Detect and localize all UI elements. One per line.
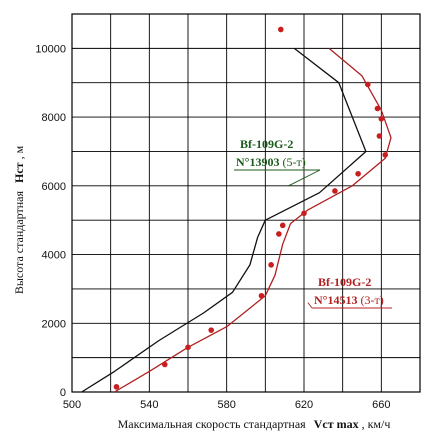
- y-axis-title: Высота стандартная Hст , м: [12, 145, 26, 294]
- y-tick-label: 0: [60, 387, 66, 399]
- x-axis-title: Максимальная скорость стандартная Vст ma…: [118, 417, 391, 431]
- data-point: [268, 262, 274, 268]
- x-tick-label: 580: [217, 399, 235, 411]
- y-tick-label: 10000: [35, 43, 66, 55]
- annotation-serial: N°14513 (3-т): [314, 293, 384, 307]
- annotation-model: Bf-109G-2: [240, 137, 293, 151]
- data-point: [374, 105, 381, 112]
- y-tick-label: 4000: [42, 250, 66, 262]
- x-axis-title-unit: , км/ч: [362, 417, 391, 431]
- annotation-2: Bf-109G-2 N°14513 (3-т): [307, 275, 392, 309]
- annotation-leader: [307, 302, 313, 309]
- y-axis-title-unit: , м: [12, 145, 26, 159]
- series-line-2: [114, 47, 392, 393]
- annotation-leader: [288, 169, 321, 187]
- data-point: [278, 26, 284, 33]
- annotation-note: (5-т): [282, 155, 305, 169]
- data-point: [378, 116, 385, 122]
- data-point: [332, 188, 338, 194]
- annotation-note: (3-т): [360, 293, 383, 307]
- data-point: [276, 231, 282, 237]
- y-axis-title-prefix: Высота стандартная: [12, 190, 26, 294]
- x-tick-label: 500: [63, 399, 81, 411]
- x-tick-label: 620: [295, 399, 313, 411]
- chart-grid: [72, 14, 420, 392]
- series-layer: [81, 47, 392, 393]
- data-point: [208, 327, 214, 333]
- annotations-layer: Bf-109G-2 N°13903 (5-т) Bf-109G-2 N°14513 (…: [234, 137, 392, 309]
- series-line-1: [81, 47, 367, 393]
- y-tick-label: 2000: [42, 318, 66, 330]
- points-layer: [113, 26, 389, 390]
- data-point: [365, 81, 371, 88]
- y-axis-title-symbol: Hст: [12, 162, 26, 183]
- annotation-1: Bf-109G-2 N°13903 (5-т): [234, 137, 321, 187]
- data-point: [113, 384, 120, 390]
- plot-frame: [71, 13, 421, 393]
- data-point: [258, 292, 265, 299]
- y-tick-label: 6000: [42, 181, 66, 193]
- data-point: [279, 222, 286, 229]
- annotation-serial: N°13903 (5-т): [236, 155, 306, 169]
- data-point: [162, 361, 168, 368]
- x-tick-label: 540: [140, 399, 158, 411]
- x-axis-title-prefix: Максимальная скорость стандартная: [118, 417, 307, 431]
- data-point: [355, 170, 361, 177]
- annotation-model: Bf-109G-2: [318, 275, 371, 289]
- data-point: [301, 210, 307, 217]
- data-point: [185, 344, 191, 351]
- x-axis-title-symbol: Vст max: [314, 417, 359, 431]
- data-point: [376, 133, 383, 139]
- data-point: [382, 152, 389, 158]
- y-tick-label: 8000: [42, 112, 66, 124]
- x-tick-label: 660: [372, 399, 390, 411]
- tick-labels: 500 540 580 620 660 0 2000 4000 6000 8000 10000: [35, 43, 390, 411]
